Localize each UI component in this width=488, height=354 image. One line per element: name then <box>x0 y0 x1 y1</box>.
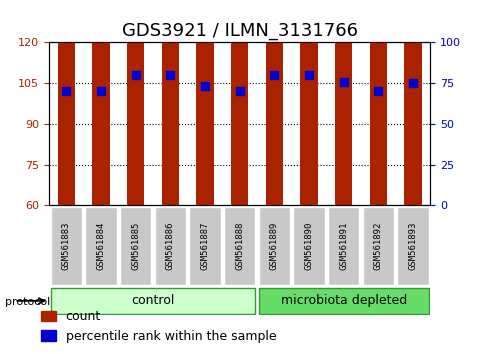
Text: control: control <box>131 295 174 307</box>
Title: GDS3921 / ILMN_3131766: GDS3921 / ILMN_3131766 <box>122 22 357 40</box>
Point <box>408 80 416 86</box>
Text: GSM561885: GSM561885 <box>131 222 140 270</box>
Point <box>235 88 243 94</box>
Point <box>62 88 70 94</box>
FancyBboxPatch shape <box>397 207 427 285</box>
Text: GSM561888: GSM561888 <box>235 222 244 270</box>
Text: GSM561883: GSM561883 <box>61 222 71 270</box>
FancyBboxPatch shape <box>120 207 151 285</box>
FancyBboxPatch shape <box>327 207 359 285</box>
Point <box>166 72 174 78</box>
Text: GSM561892: GSM561892 <box>373 222 382 270</box>
FancyBboxPatch shape <box>189 207 220 285</box>
Bar <box>161 0 179 205</box>
FancyBboxPatch shape <box>85 207 116 285</box>
FancyBboxPatch shape <box>362 207 393 285</box>
Bar <box>196 0 213 205</box>
Point <box>131 72 139 78</box>
FancyBboxPatch shape <box>51 207 81 285</box>
Bar <box>58 7 75 205</box>
Point <box>270 72 278 78</box>
Bar <box>300 0 317 205</box>
FancyBboxPatch shape <box>293 207 324 285</box>
Text: GSM561889: GSM561889 <box>269 222 278 270</box>
Text: GSM561891: GSM561891 <box>339 222 347 270</box>
Text: microbiota depleted: microbiota depleted <box>280 295 406 307</box>
Text: GSM561884: GSM561884 <box>96 222 105 270</box>
FancyBboxPatch shape <box>51 288 255 314</box>
FancyBboxPatch shape <box>258 207 289 285</box>
Legend: count, percentile rank within the sample: count, percentile rank within the sample <box>36 306 281 348</box>
Text: GSM561887: GSM561887 <box>200 222 209 270</box>
FancyBboxPatch shape <box>224 207 255 285</box>
FancyBboxPatch shape <box>154 207 185 285</box>
Bar <box>265 0 283 205</box>
Bar <box>127 0 144 205</box>
Text: GSM561886: GSM561886 <box>165 222 174 270</box>
Point <box>201 84 208 89</box>
Point <box>339 79 347 84</box>
Bar <box>92 2 109 205</box>
Point <box>305 72 312 78</box>
Text: GSM561893: GSM561893 <box>407 222 417 270</box>
Bar <box>404 0 421 205</box>
Text: protocol: protocol <box>5 297 50 307</box>
Text: GSM561890: GSM561890 <box>304 222 313 270</box>
Bar <box>230 0 248 205</box>
Bar <box>369 0 386 205</box>
Bar <box>334 0 351 205</box>
FancyBboxPatch shape <box>258 288 427 314</box>
Point <box>374 88 382 94</box>
Point <box>97 88 104 94</box>
